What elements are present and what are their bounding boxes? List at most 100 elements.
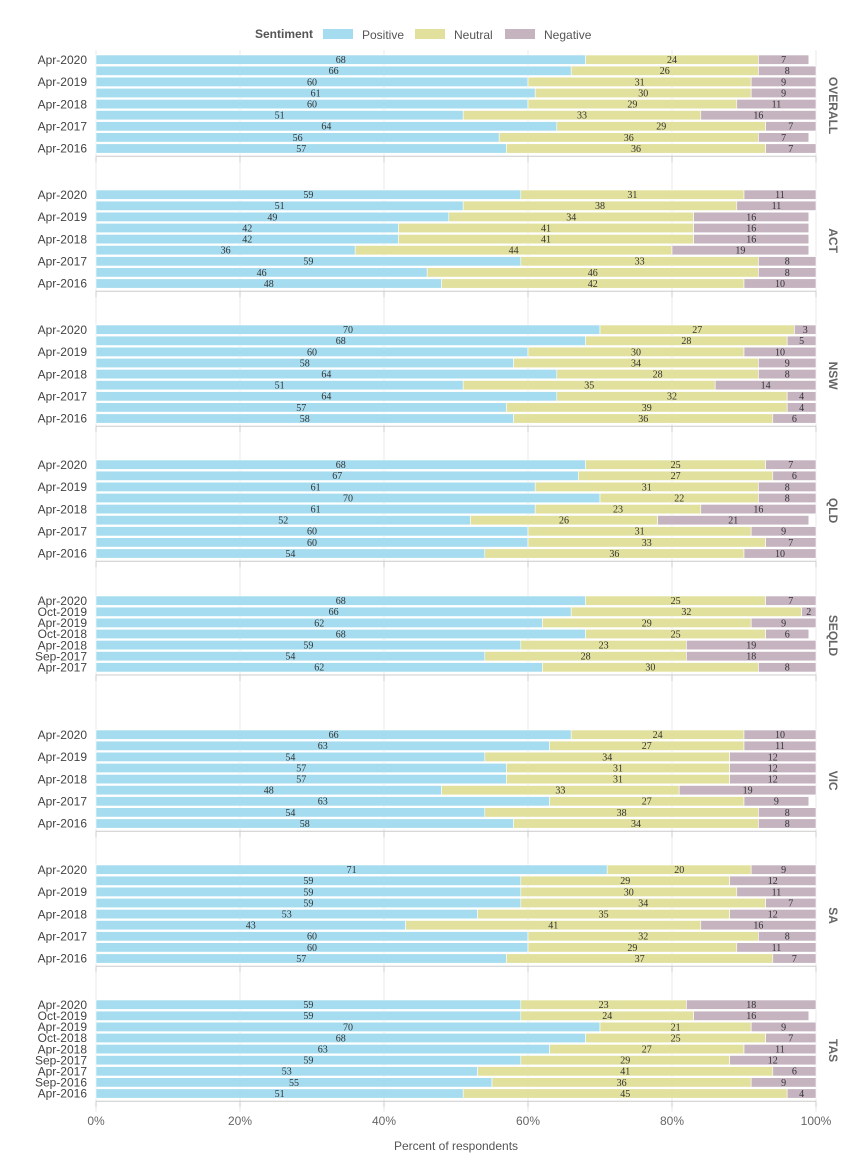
data-label: 34 xyxy=(602,752,612,763)
data-label: 7 xyxy=(781,133,786,144)
row-label: Sep-2017 xyxy=(35,649,87,663)
bar-segment-negative xyxy=(729,751,817,762)
bar-segment-negative xyxy=(743,346,817,357)
x-axis: 0% 20% 40% 60% 80% 100% Percent of respondents xyxy=(87,1114,831,1153)
bar-segment-negative xyxy=(729,875,817,886)
row-label: Apr-2016 xyxy=(38,1087,88,1101)
data-label: 8 xyxy=(785,663,790,674)
data-label: 45 xyxy=(620,1089,630,1100)
data-label: 9 xyxy=(781,1078,786,1089)
data-label: 36 xyxy=(609,549,619,560)
data-label: 51 xyxy=(275,111,285,122)
legend-label-neutral: Neutral xyxy=(454,28,493,42)
row-label: Apr-2020 xyxy=(38,728,88,742)
bar-segment-negative xyxy=(693,234,810,245)
data-label: 62 xyxy=(314,618,324,629)
data-label: 48 xyxy=(264,786,274,797)
row-label: Oct-2019 xyxy=(38,1009,88,1023)
x-tick-label: 60% xyxy=(516,1114,540,1128)
data-label: 9 xyxy=(781,88,786,99)
data-label: 63 xyxy=(318,1045,328,1056)
data-label: 9 xyxy=(781,865,786,876)
data-label: 54 xyxy=(285,808,295,819)
panel-vic: 66 24 10 Apr-2020 63 27 11 54 34 12 Apr-2019 57 31 12… xyxy=(38,728,840,838)
x-tick-label: 80% xyxy=(660,1114,684,1128)
panel-qld: 68 25 7 Apr-2020 67 27 6 61 31 8 Apr-2019 70 22 8 61 23… xyxy=(38,458,840,568)
bar-segment-negative xyxy=(786,335,817,346)
data-label: 19 xyxy=(743,786,753,797)
data-label: 41 xyxy=(541,223,551,234)
data-label: 27 xyxy=(642,1045,652,1056)
row-label: Apr-2019 xyxy=(38,1020,88,1034)
data-label: 55 xyxy=(289,1078,299,1089)
data-label: 36 xyxy=(638,414,648,425)
data-label: 30 xyxy=(624,887,634,898)
data-label: 54 xyxy=(285,752,295,763)
data-label: 51 xyxy=(275,381,285,392)
data-label: 34 xyxy=(638,898,648,909)
row-label: Apr-2017 xyxy=(38,930,88,944)
data-label: 59 xyxy=(303,887,313,898)
data-label: 4 xyxy=(799,392,804,403)
row-label: Apr-2018 xyxy=(38,97,88,111)
data-label: 25 xyxy=(671,460,681,471)
bar-segment-negative xyxy=(729,774,817,785)
data-label: 68 xyxy=(336,1033,346,1044)
data-label: 41 xyxy=(548,921,558,932)
data-label: 9 xyxy=(785,358,790,369)
data-label: 19 xyxy=(746,641,756,652)
data-label: 53 xyxy=(282,1067,292,1078)
data-label: 8 xyxy=(785,268,790,279)
data-label: 25 xyxy=(671,629,681,640)
data-label: 9 xyxy=(781,77,786,88)
data-label: 12 xyxy=(768,763,778,774)
data-label: 25 xyxy=(671,596,681,607)
data-label: 34 xyxy=(566,212,576,223)
data-label: 21 xyxy=(728,516,738,527)
data-label: 6 xyxy=(792,1067,797,1078)
data-label: 42 xyxy=(242,223,252,234)
bar-segment-negative xyxy=(686,999,817,1010)
data-label: 42 xyxy=(242,235,252,246)
data-label: 26 xyxy=(559,516,569,527)
data-label: 60 xyxy=(307,943,317,954)
data-label: 57 xyxy=(296,954,306,965)
data-label: 64 xyxy=(321,392,331,403)
data-label: 20 xyxy=(674,865,684,876)
data-label: 10 xyxy=(775,347,785,358)
data-label: 8 xyxy=(785,819,790,830)
data-label: 68 xyxy=(336,460,346,471)
bar-segment-negative xyxy=(693,211,810,222)
row-label: Apr-2019 xyxy=(38,885,88,899)
data-label: 36 xyxy=(631,144,641,155)
row-label: Apr-2017 xyxy=(38,255,88,269)
bar-segment-negative xyxy=(772,470,817,481)
data-label: 3 xyxy=(803,325,808,336)
bar-segment-negative xyxy=(758,369,817,380)
panel-label: ACT xyxy=(826,228,840,253)
bar-segment-negative xyxy=(765,1033,817,1044)
data-label: 68 xyxy=(336,336,346,347)
data-label: 6 xyxy=(785,629,790,640)
bar-segment-negative xyxy=(765,897,817,908)
data-label: 38 xyxy=(617,808,627,819)
data-label: 9 xyxy=(774,797,779,808)
data-label: 59 xyxy=(303,257,313,268)
data-label: 27 xyxy=(671,471,681,482)
data-label: 12 xyxy=(768,910,778,921)
data-label: 29 xyxy=(627,943,637,954)
data-label: 58 xyxy=(300,414,310,425)
data-label: 63 xyxy=(318,797,328,808)
data-label: 71 xyxy=(347,865,357,876)
data-label: 35 xyxy=(584,381,594,392)
row-label: Apr-2020 xyxy=(38,53,88,67)
panel-label: NSW xyxy=(826,362,840,391)
data-label: 8 xyxy=(785,808,790,819)
data-label: 44 xyxy=(509,246,519,257)
row-label: Apr-2018 xyxy=(38,232,88,246)
data-label: 59 xyxy=(303,1011,313,1022)
data-label: 21 xyxy=(671,1022,681,1033)
data-label: 58 xyxy=(300,819,310,830)
data-label: 33 xyxy=(635,257,645,268)
